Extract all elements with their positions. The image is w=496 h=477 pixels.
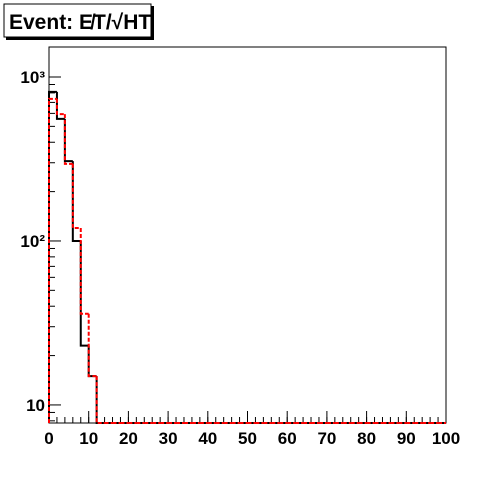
histogram-bin bbox=[55, 98, 65, 116]
y-tick-label: 10 bbox=[26, 396, 45, 415]
x-tick-label: 50 bbox=[238, 429, 257, 448]
histogram-bin bbox=[48, 97, 57, 423]
histogram-bin bbox=[79, 227, 89, 315]
x-tick-label: 90 bbox=[397, 429, 416, 448]
histogram-bin bbox=[95, 376, 105, 424]
x-tick-label: 80 bbox=[357, 429, 376, 448]
x-tick-label: 60 bbox=[278, 429, 297, 448]
x-tick-label: 30 bbox=[159, 429, 178, 448]
x-tick-label: 100 bbox=[432, 429, 460, 448]
x-tick-label: 10 bbox=[79, 429, 98, 448]
y-tick-label: 10² bbox=[20, 232, 45, 251]
histogram-bin bbox=[79, 240, 89, 347]
x-tick-label: 20 bbox=[119, 429, 138, 448]
x-tick-label: 40 bbox=[198, 429, 217, 448]
y-tick-label: 10³ bbox=[20, 68, 45, 87]
x-tick-label: 70 bbox=[317, 429, 336, 448]
title-box bbox=[3, 3, 152, 38]
histogram-bin bbox=[63, 114, 73, 165]
histogram-bin bbox=[71, 161, 81, 242]
histogram-bin bbox=[71, 163, 81, 229]
histogram-bin bbox=[87, 313, 97, 378]
x-tick-label: 0 bbox=[44, 429, 53, 448]
chart-title: Event: E̸T/√HT bbox=[9, 11, 151, 34]
frame bbox=[48, 46, 447, 424]
